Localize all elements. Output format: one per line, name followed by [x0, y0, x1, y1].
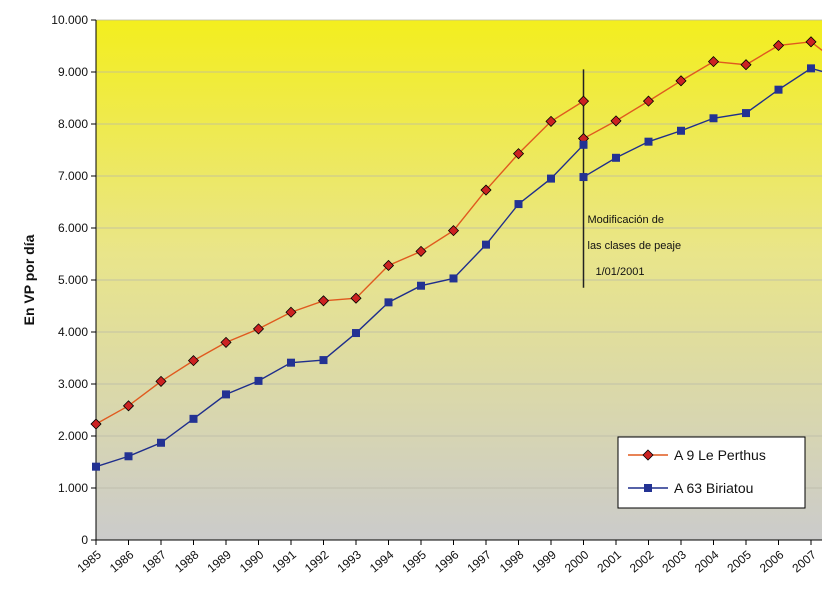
data-point: [319, 356, 328, 365]
y-tick-label: 5.000: [58, 273, 88, 287]
x-tick-label: 1987: [139, 547, 169, 575]
data-point: [317, 295, 330, 307]
x-tick-label: 2001: [594, 547, 624, 575]
annotation-text: 1/01/2001: [596, 266, 645, 278]
data-point: [187, 355, 200, 367]
x-tick-label: 2004: [692, 547, 722, 575]
data-point: [447, 225, 460, 237]
x-tick-label: 1990: [237, 547, 267, 575]
x-tick-label: 1991: [269, 547, 299, 575]
data-point: [124, 452, 133, 461]
x-tick-label: 1993: [334, 547, 364, 575]
data-point: [350, 292, 362, 304]
x-tick-label: 1985: [74, 547, 104, 575]
series-line: [95, 144, 585, 468]
data-point: [707, 56, 720, 68]
y-tick-label: 9.000: [58, 65, 88, 79]
data-point: [677, 126, 685, 135]
x-tick-label: 2000: [562, 547, 592, 575]
data-point: [287, 358, 295, 367]
data-point: [417, 281, 425, 290]
data-point: [772, 39, 785, 52]
data-point: [449, 274, 458, 283]
data-point: [545, 115, 557, 127]
data-point: [252, 323, 265, 335]
data-point: [774, 85, 783, 94]
data-point: [807, 64, 815, 73]
data-point: [642, 95, 655, 107]
y-tick-label: 2.000: [58, 429, 88, 443]
legend: A 9 Le Perthus A 63 Biriatou: [617, 436, 806, 509]
data-point: [740, 59, 752, 71]
data-point: [547, 174, 555, 183]
data-point: [742, 109, 750, 118]
x-tick-label: 1997: [464, 547, 494, 575]
x-tick-label: 1986: [107, 547, 137, 575]
data-point: [482, 240, 490, 249]
data-point: [220, 336, 232, 348]
x-tick-label: 1995: [399, 547, 429, 575]
legend-square-icon: [644, 484, 652, 492]
data-point: [122, 400, 135, 412]
y-tick-label: 3.000: [58, 377, 88, 391]
data-point: [644, 137, 653, 146]
data-point: [384, 298, 393, 307]
legend-label-a9: A 9 Le Perthus: [674, 447, 766, 463]
data-point: [189, 414, 198, 423]
data-point: [92, 462, 100, 471]
series-line: [95, 100, 584, 425]
legend-diamond-icon: [642, 449, 654, 461]
data-point: [222, 390, 230, 399]
y-tick-label: 4.000: [58, 325, 88, 339]
x-tick-label: 1999: [529, 547, 559, 575]
data-point: [415, 245, 427, 257]
data-point: [514, 200, 523, 209]
x-tick-label: 2002: [627, 547, 657, 575]
data-point: [610, 115, 622, 127]
y-tick-label: 0: [81, 533, 88, 547]
y-axis-label: En VP por día: [21, 234, 37, 325]
data-point: [612, 153, 620, 162]
legend-box: [617, 436, 806, 509]
y-tick-label: 7.000: [58, 169, 88, 183]
y-tick-label: 8.000: [58, 117, 88, 131]
data-point: [579, 173, 588, 182]
data-point: [155, 375, 167, 387]
data-point: [382, 259, 395, 272]
x-tick-label: 1994: [367, 547, 397, 575]
x-tick-label: 1998: [497, 547, 527, 575]
data-point: [157, 438, 165, 447]
annotation-text: las clases de peaje: [588, 240, 682, 252]
y-tick-label: 1.000: [58, 481, 88, 495]
data-point: [90, 418, 102, 430]
x-tick-label: 2005: [724, 547, 754, 575]
data-point: [709, 114, 718, 123]
data-point: [805, 36, 817, 48]
data-point: [285, 306, 297, 318]
data-point: [512, 148, 525, 160]
x-tick-label: 1988: [172, 547, 202, 575]
x-tick-label: 1992: [302, 547, 332, 575]
data-point: [352, 329, 360, 338]
x-tick-label: 2007: [789, 547, 819, 575]
y-tick-label: 10.000: [51, 13, 88, 27]
data-point: [577, 95, 590, 107]
data-point: [254, 376, 263, 385]
x-tick-label: 1989: [204, 547, 234, 575]
legend-label-a63: A 63 Biriatou: [674, 480, 753, 496]
data-point: [480, 184, 492, 196]
x-tick-label: 2006: [757, 547, 787, 575]
x-tick-label: 2003: [659, 547, 689, 575]
data-point: [675, 75, 687, 87]
x-tick-label: 1996: [432, 547, 462, 575]
y-tick-label: 6.000: [58, 221, 88, 235]
data-point: [579, 140, 588, 149]
annotation-text: Modificación de: [588, 214, 664, 226]
